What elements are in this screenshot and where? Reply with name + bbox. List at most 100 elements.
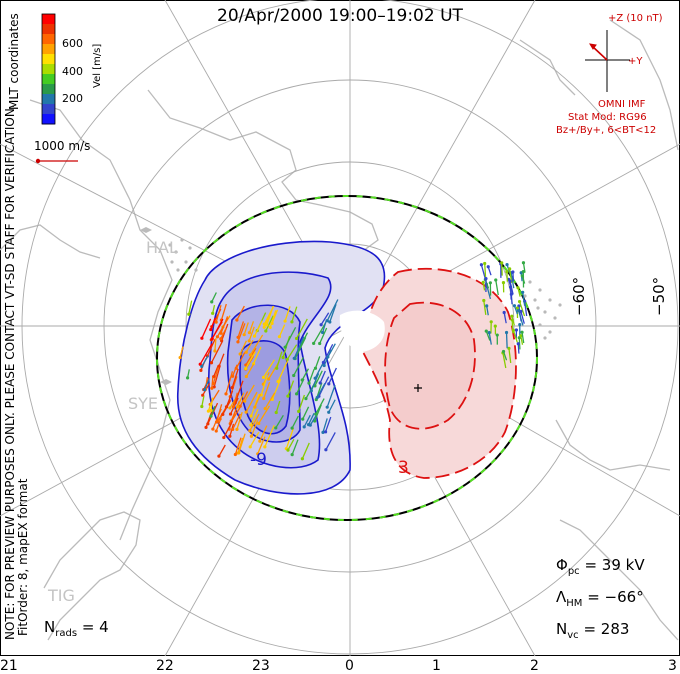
velocity-vector-origin [261,375,266,379]
velocity-vector-origin [209,408,213,412]
velocity-vector-origin [236,340,240,344]
velocity-vector-origin [486,265,490,269]
velocity-vector-origin [323,430,328,434]
velocity-vector [301,368,310,381]
colorbar-swatch [42,114,55,125]
velocity-vector-origin [249,414,253,418]
velocity-vector [250,420,259,437]
velocity-vector-origin [516,342,520,346]
velocity-vector [201,355,209,367]
velocity-vector-origin [263,406,267,411]
stat-lambda-hm-value: = −66° [587,588,644,606]
velocity-vector-origin [493,324,497,328]
velocity-vector-origin [224,405,229,409]
velocity-vector [308,368,315,384]
velocity-vector [225,390,234,408]
velocity-vector-origin [517,299,522,304]
velocity-vector-origin [200,364,204,369]
velocity-vector-origin [242,333,246,337]
velocity-vector [296,318,308,339]
velocity-vector-origin [217,454,221,458]
station-sye-marker [160,379,172,385]
stat-n-rads-value: = 4 [81,618,109,636]
velocity-vector-origin [267,377,271,381]
velocity-vector [509,287,512,300]
velocity-vector-origin [235,318,239,322]
velocity-vector [328,367,337,385]
imf-y-label: +Y [628,56,643,67]
velocity-vector [310,373,320,391]
velocity-vector-origin [228,434,232,438]
velocity-scale-vector [35,158,78,164]
fit-order: FitOrder: 8, mapEX format [16,478,30,636]
velocity-vector [204,378,210,391]
colorbar-swatch [42,94,55,105]
velocity-vector [319,327,328,344]
mlt-label-22: 22 [156,658,174,674]
colorbar-swatch [42,104,55,115]
velocity-vector-origin [230,386,234,390]
velocity-vector-origin [234,366,238,370]
velocity-vector [277,360,289,382]
velocity-vector-origin [231,427,235,431]
velocity-vector [237,323,246,343]
velocity-vector [220,327,227,339]
velocity-vector [512,330,518,343]
velocity-vector [239,340,247,355]
velocity-vector-origin [211,427,215,431]
station-label-sye: SYE [128,394,159,413]
velocity-vector-origin [318,381,322,385]
coordinates-label: MLT coordinates [7,13,21,110]
velocity-vector-origin [249,423,253,427]
mlt-label-21: 21 [0,658,18,674]
velocity-vector [302,406,310,420]
velocity-vector [269,310,277,328]
velocity-vector-origin [505,262,509,267]
velocity-vector-origin [244,350,248,354]
velocity-vector-origin [211,311,215,315]
velocity-vector-origin [204,425,208,429]
velocity-vector [223,420,233,438]
velocity-vector [259,425,268,442]
velocity-vector-origin [321,360,326,365]
velocity-vector [322,343,334,363]
velocity-vector-origin [324,448,328,452]
imf-source: OMNI IMF [598,99,646,110]
velocity-vector [245,351,256,369]
velocity-vector [205,409,213,428]
velocity-vector-origin [222,435,226,440]
colorbar-label: Vel [m/s] [92,43,103,88]
imf-model: Stat Mod: RG96 [568,112,647,123]
velocity-vector [522,292,526,306]
velocity-vector [275,400,281,413]
colorbar-outline [41,13,56,125]
velocity-vector [316,383,326,398]
velocity-vector [211,318,224,340]
velocity-vector [521,332,525,344]
station-markers [140,227,172,385]
velocity-vector-origin [510,314,514,318]
velocity-vector [213,364,219,377]
velocity-vector-origin [178,355,182,360]
colorbar-swatch [42,34,55,45]
velocity-vector-origin [482,298,486,303]
velocity-vector-origin [248,429,252,433]
velocity-vector [271,309,279,324]
velocity-vector [314,356,321,369]
velocity-vector [253,346,262,364]
velocity-vector [260,374,269,396]
radar-data-points [168,238,562,340]
velocity-vector [179,346,184,358]
velocity-vector [275,414,284,429]
velocity-vector [263,381,271,399]
velocity-vector [237,321,245,338]
velocity-vector-origin [504,330,509,335]
velocity-vector [212,367,219,384]
velocity-vector [201,395,205,407]
velocity-vector-origin [502,310,506,315]
velocity-vector [245,391,258,413]
velocity-vector [211,292,217,303]
velocity-vector [258,405,271,424]
colorbar-swatch [42,64,55,75]
